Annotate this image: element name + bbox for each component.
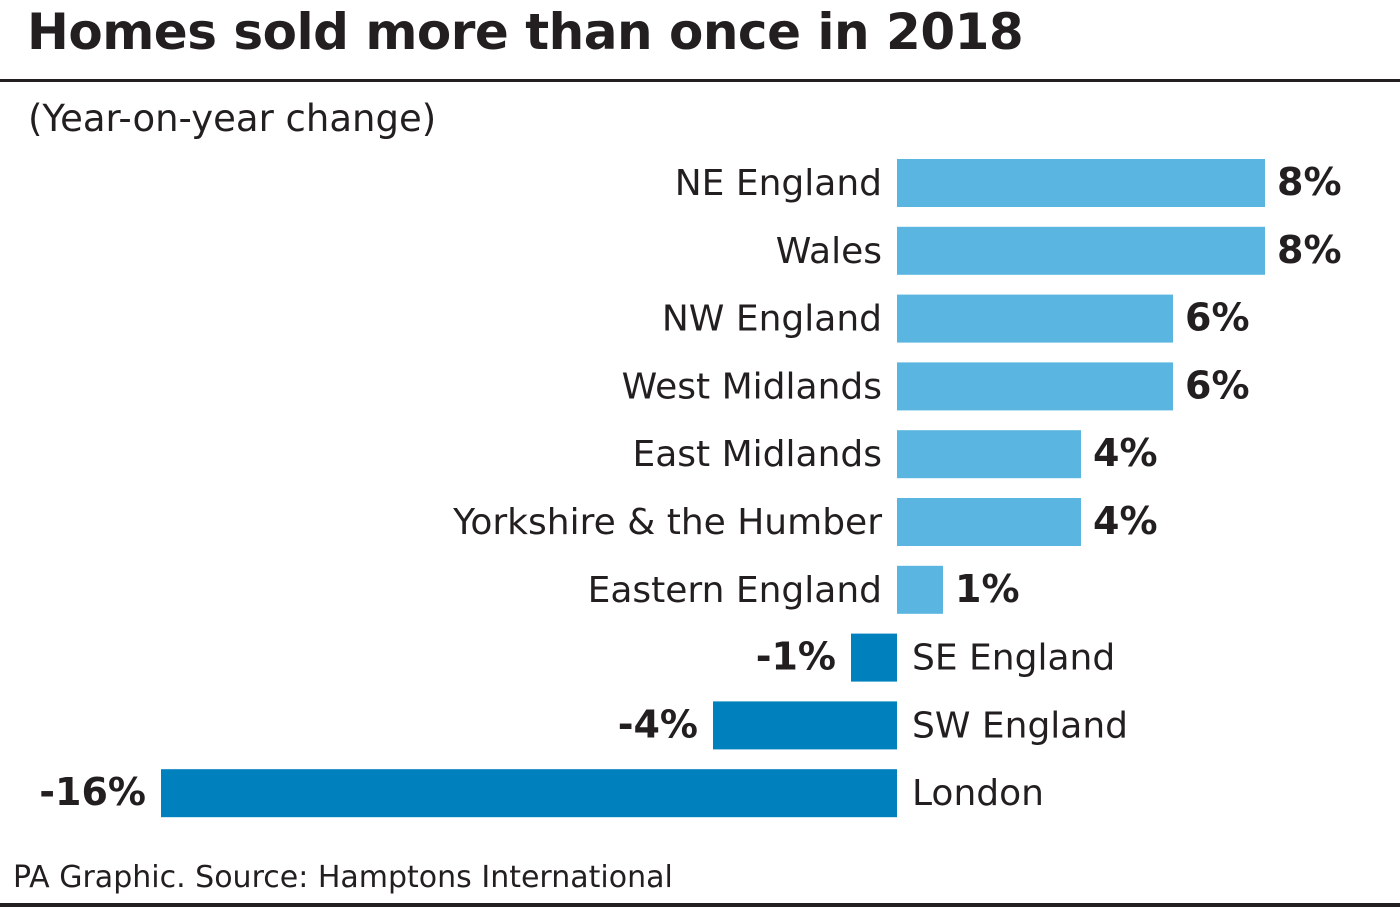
value-label-wales: 8% bbox=[1277, 228, 1342, 272]
value-label-west-midlands: 6% bbox=[1185, 363, 1250, 407]
footer-divider bbox=[0, 903, 1400, 907]
bar-west-midlands bbox=[897, 362, 1173, 411]
chart-title: Homes sold more than once in 2018 bbox=[27, 3, 1024, 61]
value-label-yorkshire-and-the-humber: 4% bbox=[1093, 499, 1158, 543]
value-label-london: -16% bbox=[39, 770, 146, 814]
bar-wales bbox=[897, 226, 1265, 275]
bar-chart: NE England 8% Wales 8% NW England 6% West Midl… bbox=[39, 159, 1342, 818]
value-label-eastern-england: 1% bbox=[955, 567, 1020, 611]
bar-eastern-england bbox=[897, 565, 943, 614]
value-label-sw-england: -4% bbox=[618, 702, 698, 746]
category-label-ne-england: NE England bbox=[675, 163, 882, 204]
bar-london bbox=[161, 769, 897, 818]
title-divider bbox=[0, 79, 1400, 82]
value-label-se-england: -1% bbox=[756, 635, 836, 679]
category-label-yorkshire-and-the-humber: Yorkshire & the Humber bbox=[452, 502, 882, 543]
category-label-london: London bbox=[912, 773, 1044, 814]
chart-subtitle: (Year-on-year change) bbox=[28, 97, 437, 140]
bar-yorkshire-and-the-humber bbox=[897, 498, 1081, 546]
source-credit: PA Graphic. Source: Hamptons Internation… bbox=[13, 860, 673, 895]
value-label-nw-england: 6% bbox=[1185, 296, 1250, 340]
category-label-nw-england: NW England bbox=[662, 299, 882, 340]
bar-nw-england bbox=[897, 294, 1173, 343]
category-label-west-midlands: West Midlands bbox=[622, 366, 882, 407]
category-label-se-england: SE England bbox=[912, 638, 1115, 679]
value-label-east-midlands: 4% bbox=[1093, 431, 1158, 475]
category-label-east-midlands: East Midlands bbox=[632, 434, 882, 475]
category-label-sw-england: SW England bbox=[912, 705, 1128, 746]
bar-ne-england bbox=[897, 159, 1265, 207]
category-label-eastern-england: Eastern England bbox=[588, 570, 882, 611]
value-label-ne-england: 8% bbox=[1277, 160, 1342, 204]
category-label-wales: Wales bbox=[776, 231, 882, 272]
bar-sw-england bbox=[713, 701, 897, 750]
bar-se-england bbox=[851, 633, 897, 682]
bar-east-midlands bbox=[897, 430, 1081, 479]
